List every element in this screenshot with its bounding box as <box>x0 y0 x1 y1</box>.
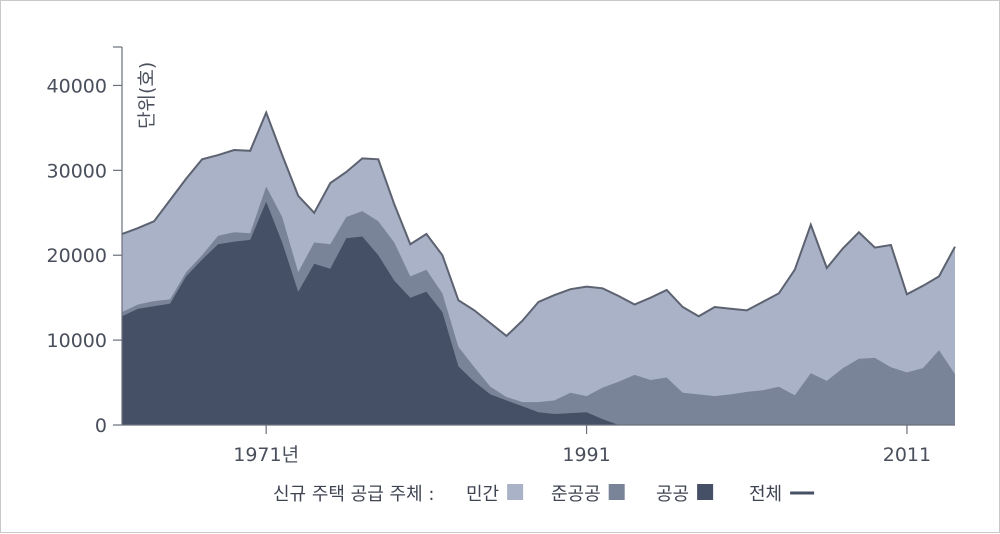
legend-label-전체: 전체 <box>749 484 782 505</box>
legend-swatch-준공공 <box>608 484 625 500</box>
y-axis-label: 단위(호) <box>136 62 158 129</box>
area-공공 <box>122 201 955 425</box>
total-line <box>121 109 956 338</box>
legend-title: 신규 주택 공급 주체 : <box>273 484 434 505</box>
y-tick-label: 20000 <box>47 245 107 267</box>
legend-swatch-공공 <box>697 484 714 500</box>
x-tick-label: 2011 <box>883 444 931 466</box>
x-tick-label: 1991 <box>562 444 610 466</box>
y-tick-label: 40000 <box>47 75 107 97</box>
x-tick-label: 1971년 <box>233 444 299 466</box>
y-tick-label: 30000 <box>47 160 107 182</box>
legend-label-공공: 공공 <box>656 484 689 505</box>
legend-swatch-민간 <box>507 484 524 500</box>
legend-label-민간: 민간 <box>466 484 499 505</box>
y-tick-label: 0 <box>95 415 107 437</box>
axes-layer <box>113 46 955 434</box>
legend: 신규 주택 공급 주체 : 민간 준공공 공공 전체 <box>273 484 815 505</box>
label-layer: 0 10000 20000 30000 40000 단위(호) 1971년 1991 2011 <box>47 62 932 466</box>
y-tick-label: 10000 <box>47 330 107 352</box>
legend-label-준공공: 준공공 <box>551 484 601 505</box>
area-layer <box>121 109 956 425</box>
